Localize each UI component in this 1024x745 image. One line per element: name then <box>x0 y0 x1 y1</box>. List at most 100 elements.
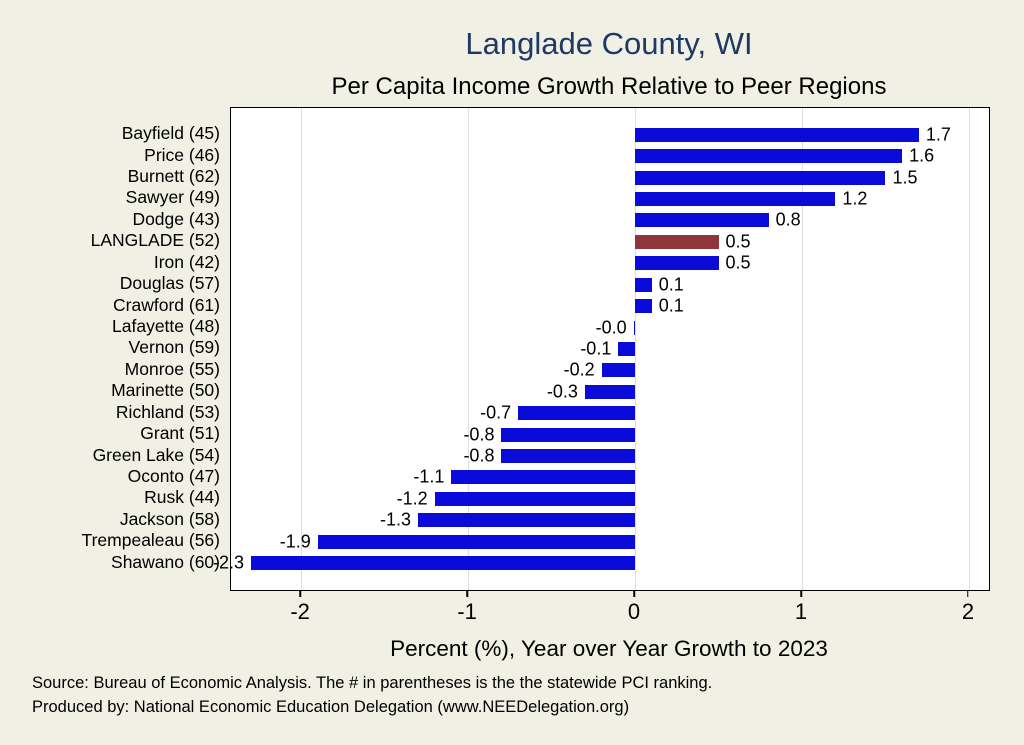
bar <box>518 406 636 421</box>
bar <box>635 170 886 185</box>
bar-value-label: 0.5 <box>725 252 751 273</box>
x-tick-mark <box>466 590 468 597</box>
y-axis-tick-label: LANGLADE (52) <box>90 230 220 251</box>
bar <box>633 320 636 335</box>
y-axis-tick-label: Green Lake (54) <box>92 444 220 465</box>
x-tick-label: -2 <box>290 599 310 624</box>
bar-value-label: -0.8 <box>463 445 495 466</box>
bar-value-label: -0.1 <box>580 338 612 359</box>
bar-value-label: -0.0 <box>595 317 627 337</box>
y-axis-tick-label: Sawyer (49) <box>125 187 220 208</box>
bar <box>635 191 836 206</box>
bar-row: 0.8 <box>231 210 989 231</box>
gridlines <box>231 108 989 590</box>
bar <box>635 213 769 228</box>
bar-value-label: 1.7 <box>925 124 951 145</box>
x-axis: -2 -1 0 1 2 <box>230 589 988 635</box>
y-axis-tick-label: Monroe (55) <box>124 358 220 379</box>
bar-row: 1.5 <box>231 167 989 188</box>
bar <box>417 513 636 528</box>
x-tick-mark <box>800 590 802 597</box>
bar-value-label: 0.8 <box>775 209 801 230</box>
source-note: Source: Bureau of Economic Analysis. The… <box>32 674 713 692</box>
x-tick-label: -1 <box>457 599 477 624</box>
bar <box>601 363 636 378</box>
highlighted-bar <box>635 234 719 249</box>
bar-row: -0.0 <box>231 317 989 338</box>
bar-value-label: -0.8 <box>463 424 495 445</box>
bar-row: -0.7 <box>231 402 989 423</box>
bar <box>635 277 652 292</box>
bar-value-label: -1.1 <box>413 466 445 487</box>
bar-row: 1.7 <box>231 124 989 145</box>
x-tick-label: 2 <box>961 599 975 624</box>
bar-row: 0.5 <box>231 253 989 274</box>
y-axis-tick-label: Trempealeau (56) <box>81 530 220 551</box>
y-axis-tick-label: Richland (53) <box>115 401 220 422</box>
bar-row: 0.1 <box>231 274 989 295</box>
x-tick-mark <box>967 590 969 597</box>
bar <box>501 449 636 464</box>
bar <box>251 556 636 571</box>
bar-value-label: -1.3 <box>379 509 411 530</box>
bar-row: -0.1 <box>231 338 989 359</box>
bar <box>635 256 719 271</box>
bar-row: -0.2 <box>231 360 989 381</box>
chart-subtitle: Per Capita Income Growth Relative to Pee… <box>331 73 887 100</box>
y-axis-tick-label: Grant (51) <box>140 423 220 444</box>
bar-value-label: 1.5 <box>892 167 918 188</box>
chart-title: Langlade County, WI <box>465 26 753 61</box>
y-axis-tick-label: Vernon (59) <box>128 337 220 358</box>
y-axis-tick-label: Rusk (44) <box>144 487 220 508</box>
bar-row: -1.9 <box>231 531 989 552</box>
bar-value-label: -2.3 <box>213 552 245 573</box>
bar-value-label: -0.7 <box>480 402 512 423</box>
bar <box>451 470 636 485</box>
bar-row: -2.3 <box>213 552 989 573</box>
y-axis-labels: Bayfield (45) Price (46) Burnett (62) Sawye… <box>0 107 220 589</box>
bar-row: -0.8 <box>231 424 989 445</box>
bar <box>618 341 636 356</box>
gridline <box>635 108 637 590</box>
x-tick-label: 0 <box>627 599 641 624</box>
bar <box>434 491 636 506</box>
bar-row: 0.5 <box>231 231 989 252</box>
bar-row: -1.3 <box>231 510 989 531</box>
y-axis-tick-label: Marinette (50) <box>111 380 220 401</box>
bar-row: 1.6 <box>231 145 989 166</box>
plot-area: 1.7 1.6 1.5 1.2 0.8 0.5 0.5 0.1 0.1 -0.0 -0.1 -0.2-… <box>213 107 990 591</box>
y-axis-tick-label: Iron (42) <box>153 251 220 272</box>
bar-value-label: 0.5 <box>725 231 751 252</box>
bar-row: -1.1 <box>231 467 989 488</box>
bar <box>635 127 919 142</box>
bar <box>635 299 652 314</box>
y-axis-tick-label: Dodge (43) <box>132 208 220 229</box>
bar-row: 0.1 <box>231 295 989 316</box>
bar-value-label: 1.6 <box>909 145 935 166</box>
y-axis-tick-label: Jackson (58) <box>119 508 220 529</box>
bar-row: 1.2 <box>231 188 989 209</box>
gridline <box>802 108 803 590</box>
gridline <box>468 108 470 590</box>
bar-value-label: 0.1 <box>658 274 684 295</box>
bar <box>635 149 903 164</box>
bar <box>501 427 636 442</box>
y-axis-tick-label: Price (46) <box>144 144 220 165</box>
y-axis-tick-label: Crawford (61) <box>113 294 220 315</box>
bar-value-label: 0.1 <box>658 295 684 316</box>
bar-row: -0.3 <box>231 381 989 402</box>
bar-value-label: -1.9 <box>279 531 311 552</box>
y-axis-tick-label: Lafayette (48) <box>112 316 220 336</box>
bar-value-label: -1.2 <box>396 488 428 509</box>
x-tick-mark <box>299 590 301 597</box>
x-tick-mark <box>633 590 635 597</box>
bar-value-label: -0.2 <box>563 359 595 380</box>
bar-row: -1.2 <box>231 488 989 509</box>
gridline <box>968 108 970 590</box>
bar-row: -0.8 <box>231 445 989 466</box>
y-axis-tick-label: Bayfield (45) <box>121 123 220 144</box>
bar <box>317 534 636 549</box>
gridline <box>301 108 303 590</box>
x-axis-title: Percent (%), Year over Year Growth to 20… <box>390 636 828 661</box>
